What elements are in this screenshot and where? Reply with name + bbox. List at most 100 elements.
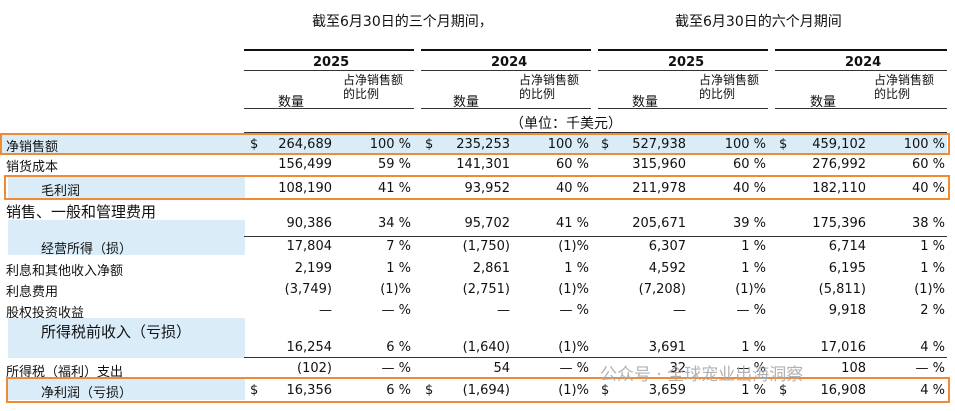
amount-cell: (7,208) bbox=[638, 282, 686, 297]
amount-cell: (1,694) bbox=[462, 383, 510, 398]
row-label-gross-profit: 毛利润 bbox=[41, 184, 81, 199]
percent-cell: (1)% bbox=[558, 282, 589, 297]
percent-cell: 6 % bbox=[386, 340, 411, 355]
amount-cell: 527,938 bbox=[632, 137, 686, 152]
amount-cell: 4,592 bbox=[648, 261, 686, 276]
row-label-net-sales: 净销售额 bbox=[6, 140, 59, 155]
rule-equity bbox=[244, 357, 947, 358]
amount-cell: 3,659 bbox=[648, 383, 686, 398]
rule-sga bbox=[244, 236, 947, 237]
amount-cell: (3,749) bbox=[284, 282, 332, 297]
band-net-sales bbox=[2, 134, 947, 153]
amount-cell: 276,992 bbox=[812, 157, 866, 172]
year-h-2024: 2024 bbox=[845, 55, 882, 70]
percent-cell: 100 % bbox=[903, 137, 945, 152]
amount-cell: 6,714 bbox=[828, 239, 866, 254]
unit-rule bbox=[244, 132, 947, 133]
header-six-months: 截至6月30日的六个月期间 bbox=[675, 14, 842, 30]
percent-cell: 2 % bbox=[920, 303, 945, 318]
percent-cell: 4 % bbox=[920, 340, 945, 355]
year-rule-4 bbox=[775, 49, 947, 51]
amount-cell: 17,016 bbox=[820, 340, 867, 355]
percent-cell: — % bbox=[381, 303, 412, 318]
year-under-4 bbox=[775, 70, 947, 71]
currency-symbol: $ bbox=[425, 383, 434, 398]
col-pct-3b: 的比例 bbox=[699, 87, 736, 101]
row-label-interest-expense: 利息费用 bbox=[6, 285, 59, 300]
percent-cell: 1 % bbox=[741, 340, 766, 355]
amount-cell: 95,702 bbox=[464, 216, 511, 231]
percent-cell: 100 % bbox=[369, 137, 411, 152]
amount-cell: (102) bbox=[297, 361, 332, 376]
row-label-cogs: 销货成本 bbox=[6, 160, 59, 175]
amount-cell: 16,254 bbox=[286, 340, 333, 355]
percent-cell: 1 % bbox=[741, 261, 766, 276]
percent-cell: 60 % bbox=[911, 157, 945, 172]
percent-cell: 41 % bbox=[555, 216, 589, 231]
percent-cell: — % bbox=[736, 361, 767, 376]
year-q-2024: 2024 bbox=[491, 55, 528, 70]
col-qty-1: 数量 bbox=[278, 95, 305, 110]
row-label-pretax: 所得税前收入（亏损） bbox=[41, 323, 192, 341]
percent-cell: — % bbox=[381, 361, 412, 376]
amount-cell: 156,499 bbox=[278, 157, 332, 172]
currency-symbol: $ bbox=[250, 137, 259, 152]
year-h-2025: 2025 bbox=[668, 55, 705, 70]
percent-cell: 34 % bbox=[377, 216, 411, 231]
col-pct-2a: 占净销售额 bbox=[519, 73, 580, 87]
amount-cell: 16,908 bbox=[820, 383, 867, 398]
percent-cell: 1 % bbox=[564, 261, 589, 276]
percent-cell: (1)% bbox=[380, 282, 411, 297]
amount-cell: 90,386 bbox=[286, 216, 333, 231]
percent-cell: — % bbox=[915, 361, 946, 376]
amount-cell: 108 bbox=[841, 361, 866, 376]
year-under-3 bbox=[598, 70, 768, 71]
amount-cell: 108,190 bbox=[278, 181, 332, 196]
amount-cell: 54 bbox=[493, 361, 510, 376]
col-pct-3a: 占净销售额 bbox=[699, 73, 760, 87]
amount-cell: 175,396 bbox=[812, 216, 866, 231]
currency-symbol: $ bbox=[601, 137, 610, 152]
row-label-sga: 销售、一般和管理费用 bbox=[6, 203, 157, 221]
col-pct-1b: 的比例 bbox=[343, 87, 380, 101]
row-label-tax: 所得税（福利）支出 bbox=[6, 365, 124, 380]
year-under-1 bbox=[244, 70, 414, 71]
percent-cell: 39 % bbox=[732, 216, 766, 231]
amount-cell: 6,307 bbox=[648, 239, 686, 254]
row-label-interest-income: 利息和其他收入净额 bbox=[6, 264, 124, 279]
currency-symbol: $ bbox=[250, 383, 259, 398]
row-label-operating: 经营所得（损） bbox=[41, 242, 133, 257]
percent-cell: 40 % bbox=[911, 181, 945, 196]
amount-cell: 16,356 bbox=[286, 383, 333, 398]
highlight-net-income bbox=[6, 377, 950, 403]
year-rule-3 bbox=[598, 49, 768, 51]
percent-cell: 100 % bbox=[547, 137, 589, 152]
percent-cell: 100 % bbox=[724, 137, 766, 152]
sub-rule-1 bbox=[244, 108, 414, 109]
amount-cell: 93,952 bbox=[464, 181, 511, 196]
percent-cell: 1 % bbox=[920, 261, 945, 276]
currency-symbol: $ bbox=[779, 383, 788, 398]
amount-cell: 235,253 bbox=[456, 137, 510, 152]
header-three-months: 截至6月30日的三个月期间， bbox=[312, 14, 493, 30]
percent-cell: (1)% bbox=[558, 340, 589, 355]
percent-cell: 6 % bbox=[386, 383, 411, 398]
percent-cell: 7 % bbox=[386, 239, 411, 254]
percent-cell: 38 % bbox=[911, 216, 945, 231]
amount-cell: 459,102 bbox=[812, 137, 866, 152]
percent-cell: 1 % bbox=[741, 383, 766, 398]
percent-cell: — % bbox=[559, 361, 590, 376]
col-qty-4: 数量 bbox=[810, 95, 837, 110]
amount-cell: 205,671 bbox=[632, 216, 686, 231]
amount-cell: 264,689 bbox=[278, 137, 332, 152]
percent-cell: (1)% bbox=[914, 282, 945, 297]
percent-cell: 60 % bbox=[732, 157, 766, 172]
amount-cell: 17,804 bbox=[286, 239, 333, 254]
sub-rule-2 bbox=[421, 108, 591, 109]
amount-cell: 3,691 bbox=[648, 340, 686, 355]
percent-cell: — % bbox=[559, 303, 590, 318]
percent-cell: 1 % bbox=[741, 239, 766, 254]
percent-cell: 41 % bbox=[377, 181, 411, 196]
amount-cell: 32 bbox=[669, 361, 686, 376]
percent-cell: (1)% bbox=[558, 383, 589, 398]
